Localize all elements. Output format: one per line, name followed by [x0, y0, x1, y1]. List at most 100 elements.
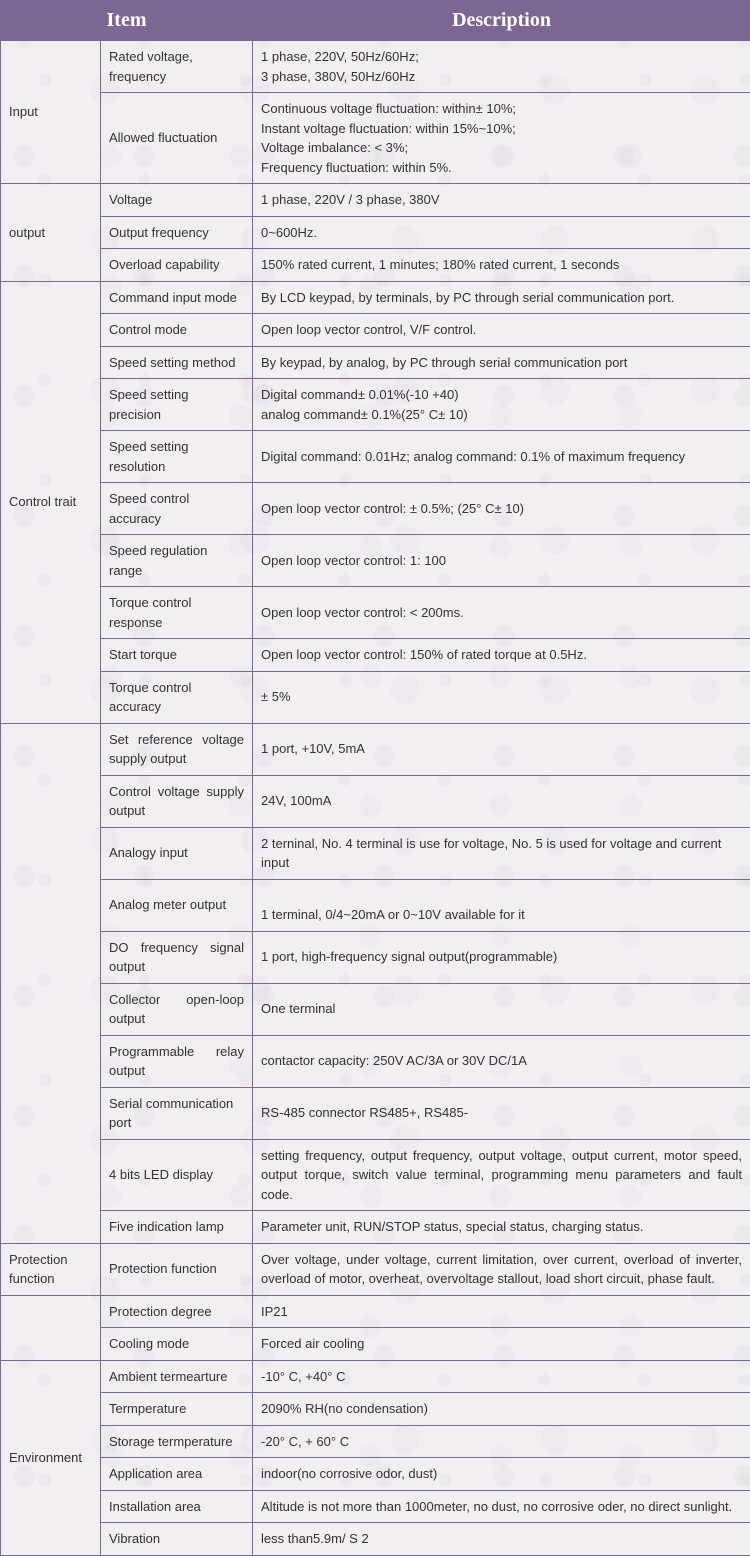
param-cell: Output frequency	[101, 216, 253, 249]
desc-cell: Parameter unit, RUN/STOP status, special…	[253, 1211, 750, 1244]
param-cell: Torque control response	[101, 587, 253, 639]
desc-cell: Open loop vector control, V/F control.	[253, 314, 750, 347]
param-cell: Programmable relay output	[101, 1035, 253, 1087]
header-row: Item Description	[1, 1, 750, 41]
header-item: Item	[1, 1, 253, 41]
table-row: Storage termperature-20° C, + 60° C	[1, 1425, 750, 1458]
table-row: Output frequency0~600Hz.	[1, 216, 750, 249]
param-cell: Control mode	[101, 314, 253, 347]
desc-cell: Open loop vector control: 1: 100	[253, 535, 750, 587]
table-row: outputVoltage1 phase, 220V / 3 phase, 38…	[1, 184, 750, 217]
desc-cell: 1 terminal, 0/4~20mA or 0~10V available …	[253, 879, 750, 931]
desc-cell: 2 terninal, No. 4 terminal is use for vo…	[253, 827, 750, 879]
table-row: InputRated voltage, frequency1 phase, 22…	[1, 41, 750, 93]
table-row: Protection functionProtection functionOv…	[1, 1243, 750, 1295]
group-cell: Protection function	[1, 1243, 101, 1295]
desc-cell: Open loop vector control: 150% of rated …	[253, 639, 750, 672]
group-cell: output	[1, 184, 101, 282]
param-cell: Protection degree	[101, 1295, 253, 1328]
table-row: Vibrationless than5.9m/ S 2	[1, 1523, 750, 1556]
table-row: Allowed fluctuationContinuous voltage fl…	[1, 93, 750, 184]
table-row: Cooling modeForced air cooling	[1, 1328, 750, 1361]
table-row: Analogy input2 terninal, No. 4 terminal …	[1, 827, 750, 879]
desc-cell: Over voltage, under voltage, current lim…	[253, 1243, 750, 1295]
desc-cell: 2090% RH(no condensation)	[253, 1393, 750, 1426]
param-cell: Vibration	[101, 1523, 253, 1556]
table-row: Control modeOpen loop vector control, V/…	[1, 314, 750, 347]
table-row: Termperature2090% RH(no condensation)	[1, 1393, 750, 1426]
table-row: EnvironmentAmbient termearture-10° C, +4…	[1, 1360, 750, 1393]
table-row: Five indication lampParameter unit, RUN/…	[1, 1211, 750, 1244]
desc-cell: less than5.9m/ S 2	[253, 1523, 750, 1556]
param-cell: Overload capability	[101, 249, 253, 282]
table-row: Analog meter output 1 terminal, 0/4~20mA…	[1, 879, 750, 931]
table-row: Speed setting methodBy keypad, by analog…	[1, 346, 750, 379]
table-row: Speed control accuracyOpen loop vector c…	[1, 483, 750, 535]
desc-cell: setting frequency, output frequency, out…	[253, 1139, 750, 1211]
param-cell: Speed setting method	[101, 346, 253, 379]
table-row: DO frequency signal output1 port, high-f…	[1, 931, 750, 983]
param-cell: Installation area	[101, 1490, 253, 1523]
param-cell: Set reference voltage supply output	[101, 723, 253, 775]
param-cell: Speed control accuracy	[101, 483, 253, 535]
param-cell: Control voltage supply output	[101, 775, 253, 827]
param-cell: Analog meter output	[101, 879, 253, 931]
table-row: Collector open-loop outputOne terminal	[1, 983, 750, 1035]
group-cell: Environment	[1, 1360, 101, 1555]
table-row: Serial communication portRS-485 connecto…	[1, 1087, 750, 1139]
param-cell: Start torque	[101, 639, 253, 672]
desc-cell: 1 phase, 220V / 3 phase, 380V	[253, 184, 750, 217]
param-cell: Termperature	[101, 1393, 253, 1426]
table-body: InputRated voltage, frequency1 phase, 22…	[1, 41, 750, 1556]
header-description: Description	[253, 1, 750, 41]
desc-cell: Continuous voltage fluctuation: within± …	[253, 93, 750, 184]
desc-cell: 1 port, +10V, 5mA	[253, 723, 750, 775]
table-row: Speed setting resolutionDigital command:…	[1, 431, 750, 483]
param-cell: Application area	[101, 1458, 253, 1491]
desc-cell: RS-485 connector RS485+, RS485-	[253, 1087, 750, 1139]
desc-cell: IP21	[253, 1295, 750, 1328]
param-cell: Collector open-loop output	[101, 983, 253, 1035]
desc-cell: indoor(no corrosive odor, dust)	[253, 1458, 750, 1491]
desc-cell: 150% rated current, 1 minutes; 180% rate…	[253, 249, 750, 282]
table-row: Torque control accuracy± 5%	[1, 671, 750, 723]
desc-cell: 24V, 100mA	[253, 775, 750, 827]
table-row: Torque control responseOpen loop vector …	[1, 587, 750, 639]
param-cell: DO frequency signal output	[101, 931, 253, 983]
desc-cell: ± 5%	[253, 671, 750, 723]
desc-cell: -10° C, +40° C	[253, 1360, 750, 1393]
table-row: Installation areaAltitude is not more th…	[1, 1490, 750, 1523]
desc-cell: -20° C, + 60° C	[253, 1425, 750, 1458]
table-row: Programmable relay outputcontactor capac…	[1, 1035, 750, 1087]
desc-cell: Digital command± 0.01%(-10 +40) analog c…	[253, 379, 750, 431]
param-cell: Speed regulation range	[101, 535, 253, 587]
table-row: Speed setting precisionDigital command± …	[1, 379, 750, 431]
table-row: Control voltage supply output24V, 100mA	[1, 775, 750, 827]
param-cell: Storage termperature	[101, 1425, 253, 1458]
desc-cell: By LCD keypad, by terminals, by PC throu…	[253, 281, 750, 314]
param-cell: Analogy input	[101, 827, 253, 879]
table-row: 4 bits LED displaysetting frequency, out…	[1, 1139, 750, 1211]
desc-cell: 1 phase, 220V, 50Hz/60Hz; 3 phase, 380V,…	[253, 41, 750, 93]
table-row: Speed regulation rangeOpen loop vector c…	[1, 535, 750, 587]
desc-cell: Open loop vector control: < 200ms.	[253, 587, 750, 639]
group-cell: Control trait	[1, 281, 101, 723]
table-row: Set reference voltage supply output1 por…	[1, 723, 750, 775]
table-row: Application areaindoor(no corrosive odor…	[1, 1458, 750, 1491]
param-cell: Voltage	[101, 184, 253, 217]
param-cell: Protection function	[101, 1243, 253, 1295]
param-cell: 4 bits LED display	[101, 1139, 253, 1211]
desc-cell: One terminal	[253, 983, 750, 1035]
param-cell: Command input mode	[101, 281, 253, 314]
table-row: Overload capability150% rated current, 1…	[1, 249, 750, 282]
group-cell	[1, 1295, 101, 1360]
table-row: Protection degreeIP21	[1, 1295, 750, 1328]
param-cell: Five indication lamp	[101, 1211, 253, 1244]
param-cell: Serial communication port	[101, 1087, 253, 1139]
table-row: Control traitCommand input modeBy LCD ke…	[1, 281, 750, 314]
spec-table: Item Description InputRated voltage, fre…	[0, 0, 750, 1556]
desc-cell: Open loop vector control: ± 0.5%; (25° C…	[253, 483, 750, 535]
desc-cell: 1 port, high-frequency signal output(pro…	[253, 931, 750, 983]
param-cell: Rated voltage, frequency	[101, 41, 253, 93]
param-cell: Allowed fluctuation	[101, 93, 253, 184]
